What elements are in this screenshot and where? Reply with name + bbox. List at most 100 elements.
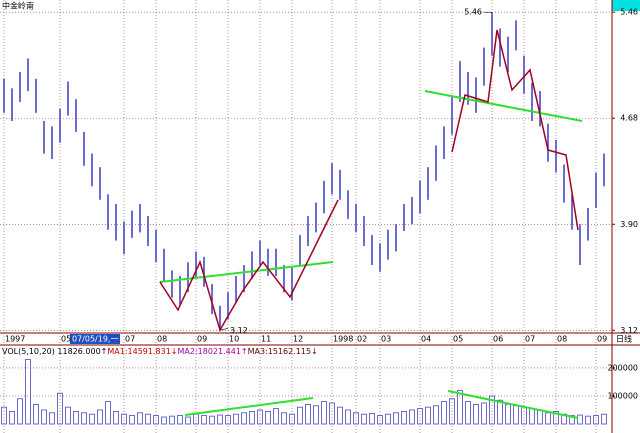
volume-bar bbox=[153, 415, 159, 425]
y-tick-label: 3.90 bbox=[620, 220, 638, 229]
volume-bar bbox=[73, 410, 79, 425]
volume-bar bbox=[361, 413, 367, 425]
volume-bar bbox=[169, 415, 175, 425]
x-tick-label: 09 bbox=[597, 335, 607, 344]
volume-bar bbox=[1, 406, 7, 425]
volume-title: VOL(5,10,20) 11826.000↑ bbox=[2, 347, 107, 356]
volume-bar bbox=[449, 398, 455, 425]
chart-title: 中金岭南 bbox=[2, 1, 34, 11]
volume-bar bbox=[49, 412, 55, 425]
volume-bar bbox=[329, 402, 335, 425]
volume-bar bbox=[241, 412, 247, 425]
volume-bar bbox=[385, 413, 391, 425]
trend-line bbox=[424, 90, 583, 122]
volume-bar bbox=[321, 401, 327, 425]
period-label: 日线 bbox=[616, 334, 632, 344]
volume-bar bbox=[473, 403, 479, 425]
x-tick-label: 04 bbox=[421, 335, 431, 344]
volume-bar bbox=[33, 403, 39, 425]
volume-bar bbox=[25, 359, 31, 425]
ma-label: MA1:14591.831↓ bbox=[107, 347, 177, 356]
volume-bar bbox=[569, 415, 575, 425]
volume-bar bbox=[233, 413, 239, 425]
volume-bar bbox=[353, 412, 359, 425]
volume-bar bbox=[217, 414, 223, 425]
annotation-leader bbox=[219, 327, 229, 331]
x-tick-label: 05 bbox=[61, 335, 71, 344]
volume-bar bbox=[489, 395, 495, 425]
volume-bar bbox=[137, 412, 143, 425]
volume-bar bbox=[401, 410, 407, 425]
x-tick-label: 10 bbox=[229, 335, 239, 344]
volume-header: VOL(5,10,20) 11826.000↑MA1:14591.831↓MA2… bbox=[2, 347, 318, 356]
max-price-box bbox=[612, 0, 640, 11]
volume-bar bbox=[201, 415, 207, 425]
volume-bar bbox=[313, 405, 319, 425]
volume-bar bbox=[177, 415, 183, 425]
x-tick-label: 08 bbox=[157, 335, 167, 344]
y-tick-label: 200000 bbox=[607, 363, 638, 372]
x-tick-label: 1998 bbox=[333, 335, 353, 344]
volume-bar bbox=[601, 413, 607, 425]
pattern-line bbox=[451, 29, 579, 231]
volume-bar bbox=[377, 415, 383, 425]
x-tick-label: 09 bbox=[197, 335, 207, 344]
volume-bar bbox=[121, 413, 127, 425]
x-tick-label: 08 bbox=[557, 335, 567, 344]
volume-bar bbox=[585, 415, 591, 425]
volume-bar bbox=[481, 402, 487, 425]
volume-bar bbox=[65, 406, 71, 425]
volume-bar bbox=[289, 413, 295, 425]
volume-bar bbox=[273, 408, 279, 425]
volume-bar bbox=[161, 416, 167, 425]
volume-bar bbox=[593, 415, 599, 425]
annotation: 3.12 bbox=[230, 326, 248, 335]
x-tick-label: 03 bbox=[381, 335, 391, 344]
volume-bar bbox=[425, 406, 431, 425]
x-tick-label: 07 bbox=[125, 335, 135, 344]
volume-bar bbox=[369, 412, 375, 425]
volume-bar bbox=[305, 403, 311, 425]
x-tick-label: 12 bbox=[293, 335, 303, 344]
volume-bar bbox=[337, 406, 343, 425]
ma-label: MA2:18021.441↑ bbox=[178, 347, 248, 356]
volume-bar bbox=[185, 416, 191, 425]
volume-bar bbox=[97, 409, 103, 425]
volume-bar bbox=[297, 406, 303, 425]
volume-bar bbox=[553, 410, 559, 425]
volume-bar bbox=[17, 398, 23, 425]
volume-bar bbox=[441, 401, 447, 425]
x-tick-label: 07 bbox=[525, 335, 535, 344]
volume-trend-line bbox=[184, 397, 314, 416]
volume-bar bbox=[281, 412, 287, 425]
volume-bar bbox=[545, 412, 551, 425]
volume-bar bbox=[249, 410, 255, 425]
volume-bar bbox=[465, 401, 471, 425]
x-tick-label: 06 bbox=[493, 335, 503, 344]
x-tick-label: 11 bbox=[261, 335, 271, 344]
cursor-label: 07/05/19,一 bbox=[72, 335, 118, 344]
x-tick-label: 02 bbox=[357, 335, 367, 344]
volume-bar bbox=[433, 405, 439, 425]
volume-bar bbox=[409, 409, 415, 425]
annotation: 5.46 bbox=[464, 8, 482, 17]
volume-bar bbox=[457, 389, 463, 425]
volume-bar bbox=[225, 415, 231, 425]
trend-line bbox=[159, 261, 334, 283]
volume-bar bbox=[41, 409, 47, 425]
volume-bar bbox=[209, 415, 215, 425]
volume-trend-line bbox=[447, 390, 579, 419]
volume-bar bbox=[145, 413, 151, 425]
volume-bar bbox=[113, 410, 119, 425]
volume-bar bbox=[81, 412, 87, 425]
volume-bar bbox=[105, 401, 111, 425]
cursor-box bbox=[70, 334, 120, 344]
x-tick-label: 05 bbox=[453, 335, 463, 344]
x-tick-label: 1997 bbox=[5, 335, 25, 344]
volume-bar bbox=[345, 409, 351, 425]
volume-bar bbox=[9, 410, 15, 425]
volume-bar bbox=[89, 413, 95, 425]
